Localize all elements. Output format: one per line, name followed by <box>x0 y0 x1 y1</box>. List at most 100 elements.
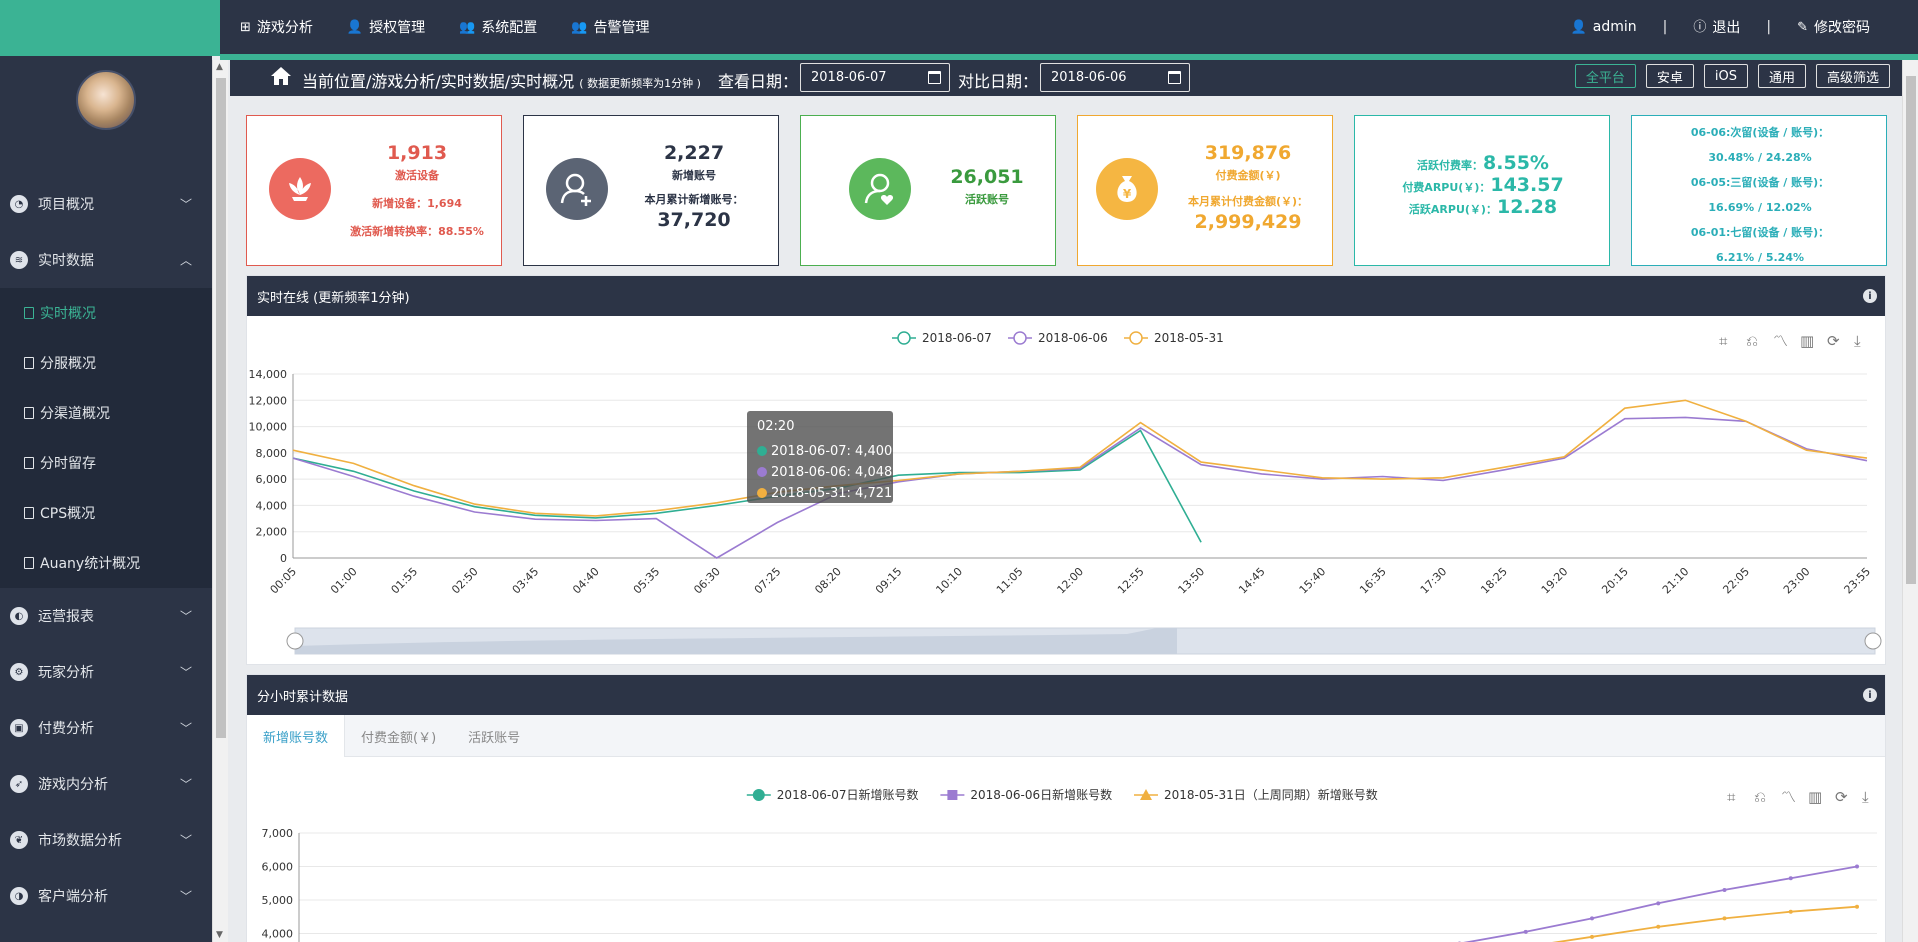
top-nav-auth[interactable]: 👤 授权管理 <box>346 19 426 36</box>
sidebar-sub-auany-overview[interactable]: Auany统计概况 <box>0 538 212 588</box>
panel-header: 分小时累计数据 i <box>247 675 1885 715</box>
logout-button[interactable]: ⓘ 退出 <box>1693 19 1741 36</box>
download-icon[interactable]: ⤓ <box>1862 788 1869 806</box>
home-icon[interactable] <box>270 66 292 86</box>
scrollbar-thumb[interactable] <box>216 78 226 738</box>
refresh-icon[interactable]: ⟳ <box>1835 788 1848 806</box>
platform-general-button[interactable]: 通用 <box>1757 64 1806 88</box>
zoom-reset-icon[interactable]: ⎌ <box>1746 332 1758 350</box>
platform-android-button[interactable]: 安卓 <box>1645 64 1694 88</box>
month-payment-value: 2,999,429 <box>1194 211 1302 233</box>
legend-item[interactable]: 2018-05-31日（上周同期）新增账号数 <box>1134 787 1378 802</box>
scrollbar-thumb[interactable] <box>1906 76 1916 584</box>
legend-label: 2018-05-31 <box>1154 331 1224 345</box>
zoom-handle-right[interactable] <box>1864 632 1882 650</box>
x-tick-label: 02:50 <box>449 565 481 597</box>
payment-amount-label: 付费金额(￥) <box>1215 169 1281 182</box>
legend-item[interactable]: 2018-05-31 <box>1124 331 1224 345</box>
platform-ios-button[interactable]: iOS <box>1703 64 1748 88</box>
tab-new-accounts[interactable]: 新增账号数 <box>247 715 346 757</box>
new-accounts-label: 新增账号 <box>672 169 716 182</box>
scroll-up-arrow-icon[interactable]: ▲ <box>216 62 223 72</box>
sidebar-sub-server-overview[interactable]: 分服概况 <box>0 338 212 388</box>
zoom-handle-left[interactable] <box>286 632 304 650</box>
zoom-icon[interactable]: ⌗ <box>1727 788 1736 806</box>
zoom-reset-icon[interactable]: ⎌ <box>1754 788 1766 806</box>
legend-item[interactable]: 2018-06-07 <box>892 331 992 345</box>
tab-payment-amount[interactable]: 付费金额(￥) <box>361 730 437 746</box>
data-point <box>1590 916 1594 921</box>
legend-item[interactable]: 2018-06-06 <box>1008 331 1108 345</box>
legend-marker <box>947 790 958 800</box>
payment-amount-value: 319,876 <box>1204 142 1292 164</box>
info-icon[interactable]: i <box>1863 688 1877 702</box>
download-icon[interactable]: ⤓ <box>1854 332 1861 350</box>
tooltip-row: 2018-05-31: 4,721 <box>771 486 892 501</box>
chart-legend: 2018-06-07日新增账号数 2018-06-06日新增账号数 2018-05-… <box>746 787 1378 802</box>
card-activated-devices: 1,913 激活设备 新增设备：1,694 激活新增转换率：88.55% <box>246 115 502 266</box>
tooltip-marker <box>757 467 767 477</box>
scroll-down-arrow-icon[interactable]: ▼ <box>216 930 223 940</box>
change-password-button[interactable]: ✎ 修改密码 <box>1797 19 1870 36</box>
x-tick-label: 12:55 <box>1115 565 1147 597</box>
user-menu[interactable]: 👤 admin <box>1570 19 1637 35</box>
sidebar-scrollbar[interactable]: ▲ ▼ <box>212 60 228 942</box>
sidebar-sub-realtime-overview[interactable]: 实时概况 <box>0 288 212 338</box>
wallet-icon: ▣ <box>10 719 28 737</box>
hourly-cumulative-chart[interactable]: 3,0004,0005,0006,0007,0002018-06-07日新增账号… <box>247 757 1885 942</box>
advanced-filter-button[interactable]: 高级筛选 <box>1815 64 1890 88</box>
pencil-icon: ✎ <box>1797 19 1808 35</box>
hourly-cumulative-panel: 分小时累计数据 i 新增账号数 付费金额(￥) 活跃账号 3,0004,0005… <box>246 674 1886 942</box>
legend-item[interactable]: 2018-06-06日新增账号数 <box>940 787 1112 802</box>
file-icon <box>24 357 34 369</box>
sidebar-item-payment-analysis[interactable]: ▣ 付费分析 ﹀ <box>0 700 212 756</box>
sidebar-item-player-analysis[interactable]: ⚙ 玩家分析 ﹀ <box>0 644 212 700</box>
info-icon[interactable]: i <box>1863 289 1877 303</box>
y-tick-label: 8,000 <box>256 447 288 460</box>
page-scrollbar[interactable] <box>1902 60 1918 942</box>
retention-day7-label: 06-01:七留(设备 / 账号)： <box>1690 226 1830 239</box>
update-frequency-note: ( 数据更新频率为1分钟 ) <box>579 77 701 90</box>
top-nav-game-analysis[interactable]: ⊞ 游戏分析 <box>240 19 313 36</box>
line-chart-icon[interactable]: 〽 <box>1773 332 1788 350</box>
sidebar-sub-cps-overview[interactable]: CPS概况 <box>0 488 212 538</box>
active-accounts-label: 活跃账号 <box>965 193 1009 206</box>
add-user-icon <box>546 158 608 220</box>
realtime-online-chart[interactable]: 0 2,000 4,000 6,000 8,000 10,000 12,000 14,000 0… <box>247 316 1885 664</box>
data-point <box>1788 876 1793 881</box>
view-date-label: 查看日期： <box>718 72 799 91</box>
users-icon: 👥 <box>571 19 588 35</box>
sidebar-item-project-overview[interactable]: ◔ 项目概况 ﹀ <box>0 176 212 232</box>
sidebar: ◔ 项目概况 ﹀ ≋ 实时数据 ︿ 实时概况 分服概况 <box>0 56 212 942</box>
tab-active-accounts[interactable]: 活跃账号 <box>468 730 521 746</box>
compare-date-input[interactable]: 2018-06-06 <box>1040 63 1190 92</box>
platform-all-button[interactable]: 全平台 <box>1574 64 1636 88</box>
top-nav-system-config[interactable]: 👥 系统配置 <box>459 19 538 36</box>
legend-marker <box>897 331 911 345</box>
sidebar-item-ingame-analysis[interactable]: ➶ 游戏内分析 ﹀ <box>0 756 212 812</box>
sidebar-sub-channel-overview[interactable]: 分渠道概况 <box>0 388 212 438</box>
line-chart-icon[interactable]: 〽 <box>1781 788 1796 806</box>
bar-chart-icon[interactable]: ▥ <box>1800 332 1814 350</box>
gear-icon: ⚙ <box>10 663 28 681</box>
sidebar-item-realtime[interactable]: ≋ 实时数据 ︿ <box>0 232 212 288</box>
x-tick-label: 11:05 <box>994 565 1026 597</box>
compass-icon: ➶ <box>10 775 28 793</box>
legend-marker <box>752 789 765 801</box>
series-line <box>292 399 1868 517</box>
refresh-icon[interactable]: ⟳ <box>1827 332 1840 350</box>
legend-label: 2018-06-07日新增账号数 <box>777 787 919 802</box>
sidebar-item-ops-report[interactable]: ◐ 运营报表 ﹀ <box>0 588 212 644</box>
data-zoom-slider[interactable] <box>286 627 1882 655</box>
series-line <box>292 416 1868 559</box>
sidebar-item-market-analysis[interactable]: ❦ 市场数据分析 ﹀ <box>0 812 212 868</box>
zoom-icon[interactable]: ⌗ <box>1719 332 1728 350</box>
legend-item[interactable]: 2018-06-07日新增账号数 <box>746 787 919 802</box>
sidebar-sub-hourly-retention[interactable]: 分时留存 <box>0 438 212 488</box>
avatar[interactable] <box>76 70 136 130</box>
view-date-input[interactable]: 2018-06-07 <box>800 63 950 92</box>
bar-chart-icon[interactable]: ▥ <box>1808 788 1822 806</box>
top-nav-alerts[interactable]: 👥 告警管理 <box>571 19 650 36</box>
sidebar-item-client-analysis[interactable]: ◑ 客户端分析 ﹀ <box>0 868 212 924</box>
series-line <box>1463 865 1858 942</box>
